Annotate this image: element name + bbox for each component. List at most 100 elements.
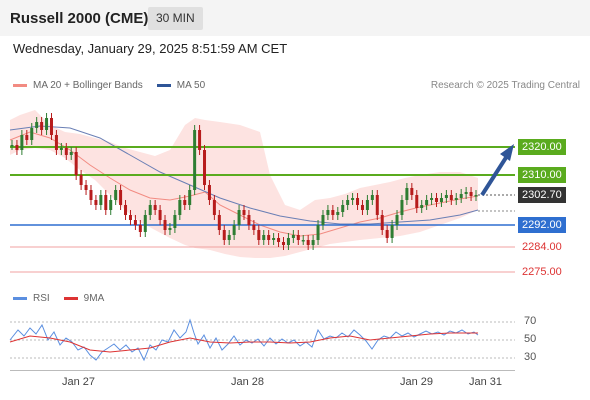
rsi-swatch-icon	[13, 297, 27, 300]
ma50-line	[9, 125, 479, 225]
candle-body	[331, 210, 335, 215]
candle-body	[370, 195, 374, 200]
candle-body	[173, 215, 177, 228]
candle-body	[252, 225, 256, 230]
candle-body	[444, 195, 448, 198]
candle-body	[326, 210, 330, 215]
candle-body	[114, 190, 118, 200]
candle-body	[291, 235, 295, 238]
legend-bollinger-label: MA 20 + Bollinger Bands	[33, 80, 143, 91]
candle-body	[64, 148, 68, 155]
legend-rsi: RSI	[13, 293, 50, 304]
last-price-label: 2302.70	[518, 187, 566, 203]
candle-body	[351, 198, 355, 200]
candle-body	[469, 192, 473, 196]
rsi-ma-swatch-icon	[63, 297, 78, 300]
ma50-swatch-icon	[156, 84, 171, 87]
candle-body	[222, 230, 226, 240]
rsi-tick-50: 50	[524, 333, 537, 345]
datetime-label: Wednesday, January 29, 2025 8:51:59 AM C…	[13, 41, 288, 56]
candle-body	[286, 238, 290, 245]
timeframe-badge[interactable]: 30 MIN	[148, 7, 203, 30]
candle-body	[124, 205, 128, 215]
projection-arrowhead-icon	[500, 144, 514, 161]
projection-arrow	[480, 154, 509, 197]
candle-body	[311, 240, 315, 245]
candle-body	[232, 225, 236, 235]
candle-body	[212, 200, 216, 215]
candle-body	[99, 195, 103, 205]
candle-body	[410, 188, 414, 195]
candle-body	[15, 145, 19, 150]
candle-body	[54, 135, 58, 150]
level-s1-label: 2284.00	[522, 241, 562, 253]
candle-body	[128, 215, 132, 220]
candle-body	[188, 190, 192, 205]
header-bar: Russell 2000 (CME) 30 MIN	[0, 0, 590, 36]
candle-body	[474, 195, 478, 197]
candle-body	[360, 205, 364, 210]
candle-body	[385, 230, 389, 238]
candle-body	[109, 200, 113, 210]
candle-body	[247, 215, 251, 225]
candle-body	[395, 215, 399, 225]
candle-body	[104, 195, 108, 210]
candle-body	[257, 230, 261, 240]
candle-body	[143, 215, 147, 232]
legend-ma50: MA 50	[156, 80, 206, 91]
candle-body	[133, 220, 137, 225]
candle-body	[316, 225, 320, 240]
candle-body	[178, 200, 182, 215]
legend-bollinger: MA 20 + Bollinger Bands	[13, 80, 143, 91]
candle-body	[20, 135, 24, 150]
candle-body	[193, 130, 197, 190]
time-axis-line	[10, 370, 515, 371]
candle-body	[301, 240, 305, 242]
candle-body	[49, 118, 53, 135]
candle-body	[356, 198, 360, 205]
candle-body	[119, 190, 123, 205]
candle-body	[341, 205, 345, 212]
candle-body	[148, 205, 152, 215]
candle-body	[459, 194, 463, 198]
candle-body	[207, 185, 211, 200]
candle-body	[94, 200, 98, 205]
candle-body	[138, 225, 142, 232]
candle-body	[30, 128, 34, 140]
candle-body	[79, 175, 83, 185]
candle-body	[74, 152, 78, 175]
candle-body	[439, 198, 443, 202]
candle-body	[158, 210, 162, 220]
candle-body	[306, 240, 310, 245]
candle-body	[25, 135, 29, 140]
candle-body	[435, 198, 439, 202]
candle-body	[420, 205, 424, 208]
candle-body	[405, 188, 409, 200]
x-tick-jan29: Jan 29	[400, 376, 434, 388]
candle-body	[336, 212, 340, 215]
legend-rsi-ma-label: 9MA	[83, 293, 105, 304]
candle-body	[89, 190, 93, 200]
candle-body	[59, 148, 63, 150]
candle-body	[217, 215, 221, 230]
candle-body	[277, 238, 281, 242]
candle-body	[153, 205, 157, 210]
level-r1-label: 2310.00	[518, 167, 566, 183]
candle-body	[365, 200, 369, 210]
legend-rsi-ma: 9MA	[63, 293, 105, 304]
candle-body	[203, 150, 207, 185]
candle-body	[198, 130, 202, 150]
candle-body	[400, 200, 404, 215]
candle-body	[163, 220, 167, 230]
level-pivot-label: 2292.00	[518, 217, 566, 233]
legend-ma50-label: MA 50	[176, 80, 206, 91]
candle-body	[415, 195, 419, 208]
candle-body	[10, 145, 14, 147]
candle-body	[449, 195, 453, 200]
candle-body	[296, 235, 300, 240]
candle-body	[321, 215, 325, 225]
candle-body	[425, 200, 429, 205]
candle-body	[267, 235, 271, 240]
x-tick-jan28: Jan 28	[231, 376, 265, 388]
candle-body	[69, 152, 73, 155]
